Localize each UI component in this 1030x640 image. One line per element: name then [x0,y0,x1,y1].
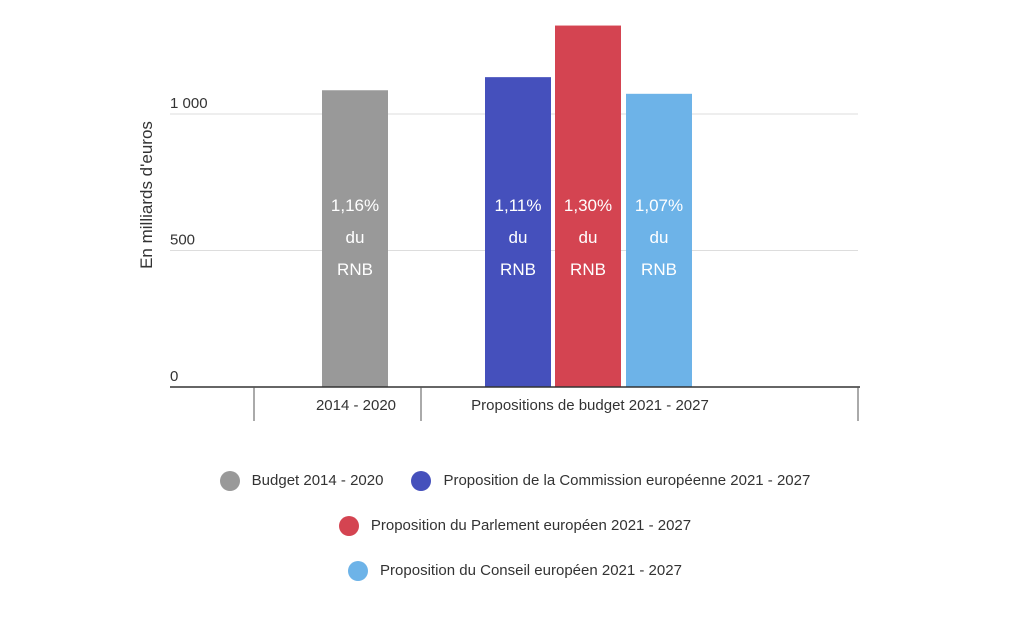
legend-label: Proposition de la Commission européenne … [443,472,811,489]
bar-labels: 1,16% du RNB 1,11% du RNB 1,30% du RNB 1,07% du RNB [331,196,683,279]
bars [322,25,692,388]
legend-dot [348,560,369,581]
legend-dot [338,515,359,536]
x-category-label: 2014 - 2020 [316,397,396,414]
bar-data-label: du [509,228,528,247]
bar [626,93,692,387]
y-tick-label: 0 [170,368,178,385]
legend-label: Proposition du Parlement européen 2021 -… [370,517,692,534]
y-tick-labels: 0 500 1 000 [170,95,208,385]
legend: Budget 2014 - 2020 Proposition de la Com… [0,458,1030,593]
x-category-label: Propositions de budget 2021 - 2027 [471,397,709,414]
bar-data-label: 1,07% [635,196,683,215]
legend-row: Proposition du Conseil européen 2021 - 2… [0,548,1030,593]
legend-item-commission: Proposition de la Commission européenne … [411,470,811,491]
bar-data-label: 1,16% [331,196,379,215]
y-tick-label: 1 000 [170,95,208,112]
bar-data-label: du [346,228,365,247]
legend-dot [219,470,240,491]
legend-row: Proposition du Parlement européen 2021 -… [0,503,1030,548]
legend-row: Budget 2014 - 2020 Proposition de la Com… [0,458,1030,503]
bar-data-label: du [650,228,669,247]
x-axis: 2014 - 2020 Propositions de budget 2021 -… [170,386,860,421]
bar [322,90,388,388]
bar-data-label: du [579,228,598,247]
bar-data-label: RNB [570,260,606,279]
bar-data-label: 1,11% [495,196,542,215]
bar-data-label: RNB [641,260,677,279]
bar-chart: 0 500 1 000 1,16% du RNB 1,11% du RNB 1,30% du RNB… [137,25,860,421]
bar [555,25,621,387]
legend-dot [411,470,432,491]
y-tick-label: 500 [170,232,195,249]
legend-label: Proposition du Conseil européen 2021 - 2… [380,562,682,579]
legend-label: Budget 2014 - 2020 [251,472,384,489]
bar [485,77,551,388]
legend-item-conseil: Proposition du Conseil européen 2021 - 2… [348,560,682,581]
bar-data-label: RNB [500,260,536,279]
legend-item-budget-2014-2020: Budget 2014 - 2020 [219,470,384,491]
legend-item-parlement: Proposition du Parlement européen 2021 -… [338,515,692,536]
bar-data-label: 1,30% [564,196,612,215]
bar-data-label: RNB [337,260,373,279]
y-axis-title: En milliards d'euros [137,121,156,269]
